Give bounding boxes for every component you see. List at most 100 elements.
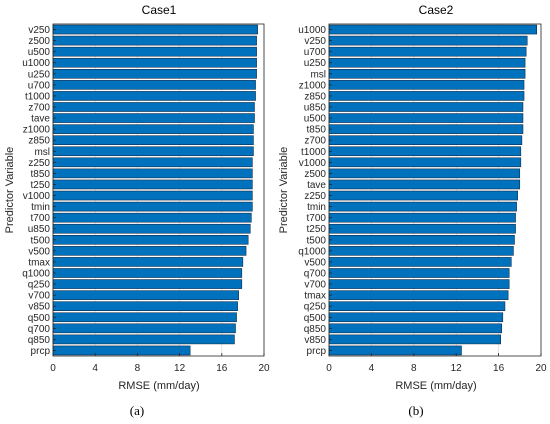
y-tick-label: t850 — [307, 125, 327, 136]
bar-t850 — [328, 124, 524, 134]
y-tick-label: v250 — [28, 25, 50, 36]
y-axis-label: Predictor Variable — [4, 147, 16, 234]
bar-q850 — [328, 323, 503, 334]
bar-u500 — [328, 113, 524, 123]
bar-tmin — [328, 201, 517, 212]
y-tick-label: q850 — [28, 335, 51, 346]
y-tick-label: tmax — [304, 291, 326, 302]
bar-z250 — [328, 190, 518, 201]
y-tick-label: v500 — [28, 246, 50, 257]
bar-z500 — [52, 35, 257, 46]
y-tick-label: u250 — [28, 69, 51, 80]
x-tick-label: 4 — [92, 363, 98, 374]
y-tick-label: v1000 — [299, 158, 327, 169]
y-tick-label: z250 — [28, 158, 50, 169]
bar-u700 — [328, 46, 527, 57]
bar-t700 — [328, 212, 516, 223]
bar-tmax — [52, 257, 244, 267]
y-tick-label: q1000 — [22, 269, 50, 280]
y-tick-label: t1000 — [301, 147, 326, 158]
y-tick-label: u850 — [304, 103, 327, 114]
y-tick-label: u1000 — [22, 58, 50, 69]
y-tick-label: u700 — [304, 47, 327, 58]
bar-q1000 — [328, 246, 514, 256]
bar-tmax — [328, 290, 509, 300]
x-tick-label: 12 — [451, 363, 463, 374]
y-tick-label: u500 — [28, 47, 51, 58]
bar-q500 — [52, 312, 237, 323]
bar-t500 — [52, 235, 249, 245]
bar-v700 — [52, 290, 239, 300]
x-axis-label: RMSE (mm/day) — [118, 380, 199, 392]
bar-t700 — [52, 212, 252, 223]
x-tick-label: 20 — [535, 363, 547, 374]
y-tick-label: z700 — [28, 103, 50, 114]
bar-q1000 — [52, 268, 243, 278]
bar-u250 — [328, 57, 526, 68]
y-tick-label: v500 — [304, 257, 326, 268]
y-tick-label: prcp — [307, 346, 327, 357]
y-tick-label: t500 — [31, 235, 51, 246]
bar-z700 — [328, 135, 523, 145]
bar-u1000 — [328, 24, 538, 35]
y-tick-label: t700 — [307, 213, 327, 224]
bar-z250 — [52, 157, 253, 168]
bar-v250 — [52, 24, 258, 35]
bar-u700 — [52, 80, 256, 90]
panel-caption: (b) — [408, 403, 423, 418]
bar-v700 — [328, 279, 510, 289]
y-tick-label: t850 — [31, 169, 51, 180]
y-tick-label: tmin — [307, 202, 326, 213]
bar-msl — [52, 146, 254, 157]
y-tick-label: q250 — [28, 280, 51, 291]
bar-u500 — [52, 46, 257, 57]
x-tick-label: 0 — [50, 363, 56, 374]
y-tick-label: msl — [34, 147, 50, 158]
bar-v1000 — [52, 190, 253, 201]
y-tick-label: z1000 — [23, 125, 51, 136]
y-tick-label: v700 — [28, 291, 50, 302]
bar-prcp — [328, 345, 462, 356]
x-tick-label: 4 — [369, 363, 375, 374]
x-axis-label: RMSE (mm/day) — [395, 380, 476, 392]
y-tick-label: u700 — [28, 80, 51, 91]
x-tick-label: 8 — [411, 363, 417, 374]
plot-area — [53, 24, 264, 356]
x-tick-label: 16 — [216, 363, 228, 374]
bar-t500 — [328, 235, 515, 245]
bar-z850 — [52, 135, 254, 145]
chart-panel-case1: Case1 RMSE (mm/day) Predictor Variable (… — [4, 3, 270, 418]
y-axis-label: Predictor Variable — [278, 147, 290, 234]
bar-z1000 — [328, 80, 525, 90]
bar-q250 — [328, 301, 506, 311]
y-tick-label: t250 — [307, 224, 327, 235]
y-tick-label: tmax — [28, 257, 50, 268]
bar-u850 — [328, 102, 524, 112]
bar-v500 — [328, 257, 512, 267]
bar-q700 — [52, 323, 236, 334]
y-tick-label: z700 — [304, 136, 326, 147]
y-tick-label: z500 — [28, 36, 50, 47]
y-tick-label: v850 — [28, 302, 50, 313]
y-tick-label: q850 — [304, 324, 327, 335]
panel-caption: (a) — [130, 403, 144, 418]
x-tick-label: 8 — [135, 363, 141, 374]
axes-box — [328, 23, 542, 357]
chart-title: Case2 — [419, 3, 454, 17]
bar-tave — [328, 179, 521, 190]
y-tick-label: u500 — [304, 114, 327, 125]
bar-u1000 — [52, 57, 257, 68]
bar-u850 — [52, 223, 251, 234]
x-tick-label: 0 — [326, 363, 332, 374]
y-tick-label: z1000 — [299, 80, 327, 91]
y-tick-label: v250 — [304, 36, 326, 47]
bar-t1000 — [52, 91, 256, 101]
bar-t1000 — [328, 146, 522, 157]
bar-q500 — [328, 312, 504, 323]
bar-q250 — [52, 279, 243, 289]
chart-title: Case1 — [142, 3, 177, 17]
y-tick-label: z250 — [304, 191, 326, 202]
bar-q700 — [328, 268, 510, 278]
y-tick-label: t700 — [31, 213, 51, 224]
